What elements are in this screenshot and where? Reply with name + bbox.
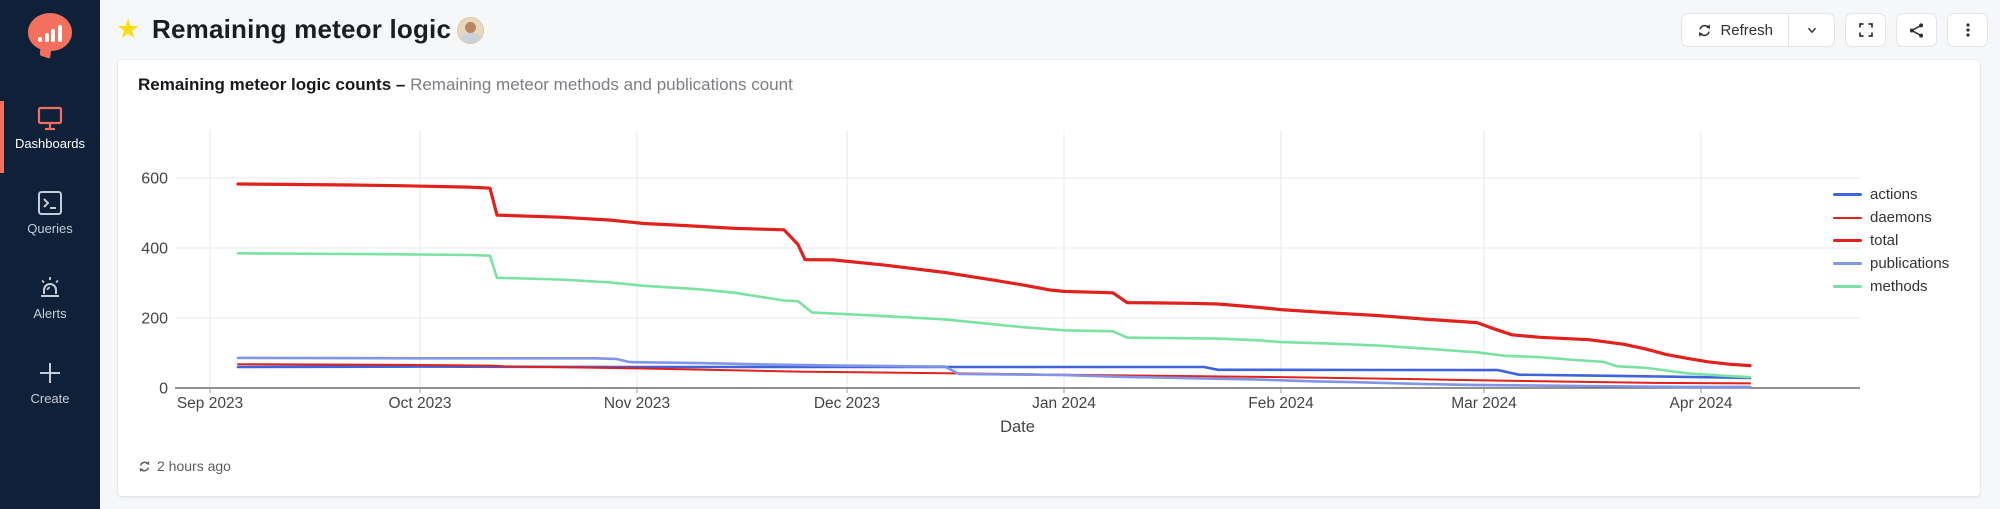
- sidebar-item-label: Dashboards: [14, 136, 86, 151]
- legend-item-methods[interactable]: methods: [1833, 275, 1949, 298]
- favorite-star-icon[interactable]: ★: [116, 14, 141, 44]
- x-tick-label: Nov 2023: [604, 395, 670, 412]
- legend-swatch: [1833, 193, 1862, 196]
- x-tick-label: Apr 2024: [1670, 395, 1733, 412]
- terminal-icon: [38, 191, 62, 215]
- widget-refresh-status: 2 hours ago: [138, 458, 231, 474]
- line-chart-plot-area[interactable]: 0 200 400 600 Sep 2023 Oct 2023 Nov 2023 Dec 20…: [118, 60, 1980, 496]
- legend-swatch: [1833, 262, 1862, 265]
- series-line-methods: [236, 252, 1752, 379]
- avatar: [457, 17, 484, 44]
- legend-label: publications: [1870, 255, 1950, 272]
- legend-item-daemons[interactable]: daemons: [1833, 206, 1949, 229]
- x-tick-label: Dec 2023: [814, 395, 880, 412]
- plus-icon: [40, 363, 60, 383]
- refresh-icon: [1699, 23, 1711, 37]
- y-tick-label: 400: [141, 241, 168, 258]
- dashboard-toolbar: Refresh: [1681, 13, 1988, 47]
- widget-title-sub: Remaining meteor methods and publication…: [410, 75, 793, 94]
- fullscreen-icon: [1858, 23, 1873, 37]
- sidebar-item-label: Create: [30, 391, 70, 406]
- widget-title: Remaining meteor logic counts – Remainin…: [138, 75, 793, 95]
- avatar-head: [465, 22, 476, 33]
- legend-item-publications[interactable]: publications: [1833, 252, 1949, 275]
- sidebar-item-label: Alerts: [33, 306, 67, 321]
- share-icon: [1909, 22, 1924, 38]
- legend-label: methods: [1870, 278, 1928, 295]
- legend-item-actions[interactable]: actions: [1833, 183, 1949, 206]
- x-tick-label: Mar 2024: [1451, 395, 1517, 412]
- series-line-total: [236, 182, 1752, 368]
- legend-swatch: [1833, 238, 1862, 243]
- logo-bars-icon: [38, 22, 62, 42]
- redash-logo[interactable]: [28, 13, 72, 59]
- chart-legend: actions daemons total publications methods: [1833, 183, 1949, 298]
- logo-tail: [39, 44, 52, 59]
- refresh-interval-dropdown[interactable]: [1789, 13, 1835, 47]
- legend-label: actions: [1870, 186, 1918, 203]
- chart-widget-card: Remaining meteor logic counts – Remainin…: [118, 60, 1980, 496]
- sidebar-item-create[interactable]: Create: [0, 358, 100, 430]
- x-tick-label: Oct 2023: [389, 395, 452, 412]
- legend-label: total: [1870, 232, 1899, 249]
- sidebar-item-queries[interactable]: Queries: [0, 188, 100, 260]
- legend-label: daemons: [1870, 209, 1932, 226]
- logo-bubble: [28, 13, 72, 51]
- avatar-body: [461, 33, 480, 43]
- monitor-icon: [37, 106, 63, 131]
- page-title: Remaining meteor logic: [152, 14, 452, 44]
- chevron-down-icon: [1807, 27, 1816, 34]
- sidebar: Dashboards Queries Alerts Create: [0, 0, 100, 509]
- refresh-button[interactable]: Refresh: [1681, 13, 1789, 47]
- x-tick-label: Sep 2023: [177, 395, 243, 412]
- sidebar-item-dashboards[interactable]: Dashboards: [0, 101, 100, 175]
- sidebar-item-label: Queries: [27, 221, 73, 236]
- refresh-label: Refresh: [1720, 21, 1773, 39]
- x-tick-label: Jan 2024: [1032, 395, 1096, 412]
- widget-title-main: Remaining meteor logic counts –: [138, 75, 406, 94]
- series-line-actions: [236, 365, 1752, 380]
- series-line-publications: [236, 356, 1752, 389]
- x-axis-title: Date: [1000, 418, 1035, 436]
- legend-item-total[interactable]: total: [1833, 229, 1949, 252]
- x-tick-label: Feb 2024: [1248, 395, 1314, 412]
- alarm-icon: [41, 277, 59, 297]
- y-tick-label: 600: [141, 171, 168, 188]
- sidebar-item-alerts[interactable]: Alerts: [0, 273, 100, 345]
- y-tick-label: 0: [159, 381, 168, 398]
- more-menu-button[interactable]: [1947, 13, 1988, 47]
- legend-swatch: [1833, 285, 1862, 288]
- kebab-menu-icon: [1965, 23, 1970, 37]
- legend-swatch: [1833, 216, 1862, 219]
- y-tick-label: 200: [141, 311, 168, 328]
- fullscreen-button[interactable]: [1845, 13, 1886, 47]
- share-button[interactable]: [1896, 13, 1937, 47]
- series-line-daemons: [237, 363, 1751, 385]
- last-refresh-text: 2 hours ago: [157, 458, 231, 474]
- refreshed-icon: [139, 460, 150, 472]
